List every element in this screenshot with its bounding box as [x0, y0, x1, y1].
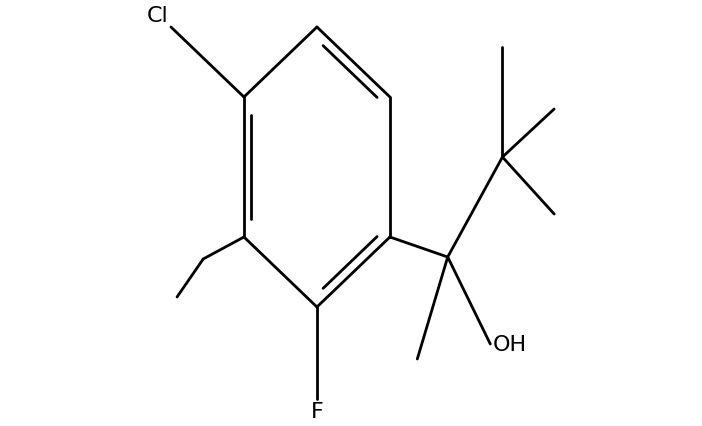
Text: OH: OH [492, 334, 526, 354]
Text: F: F [310, 401, 324, 421]
Text: Cl: Cl [147, 6, 168, 26]
